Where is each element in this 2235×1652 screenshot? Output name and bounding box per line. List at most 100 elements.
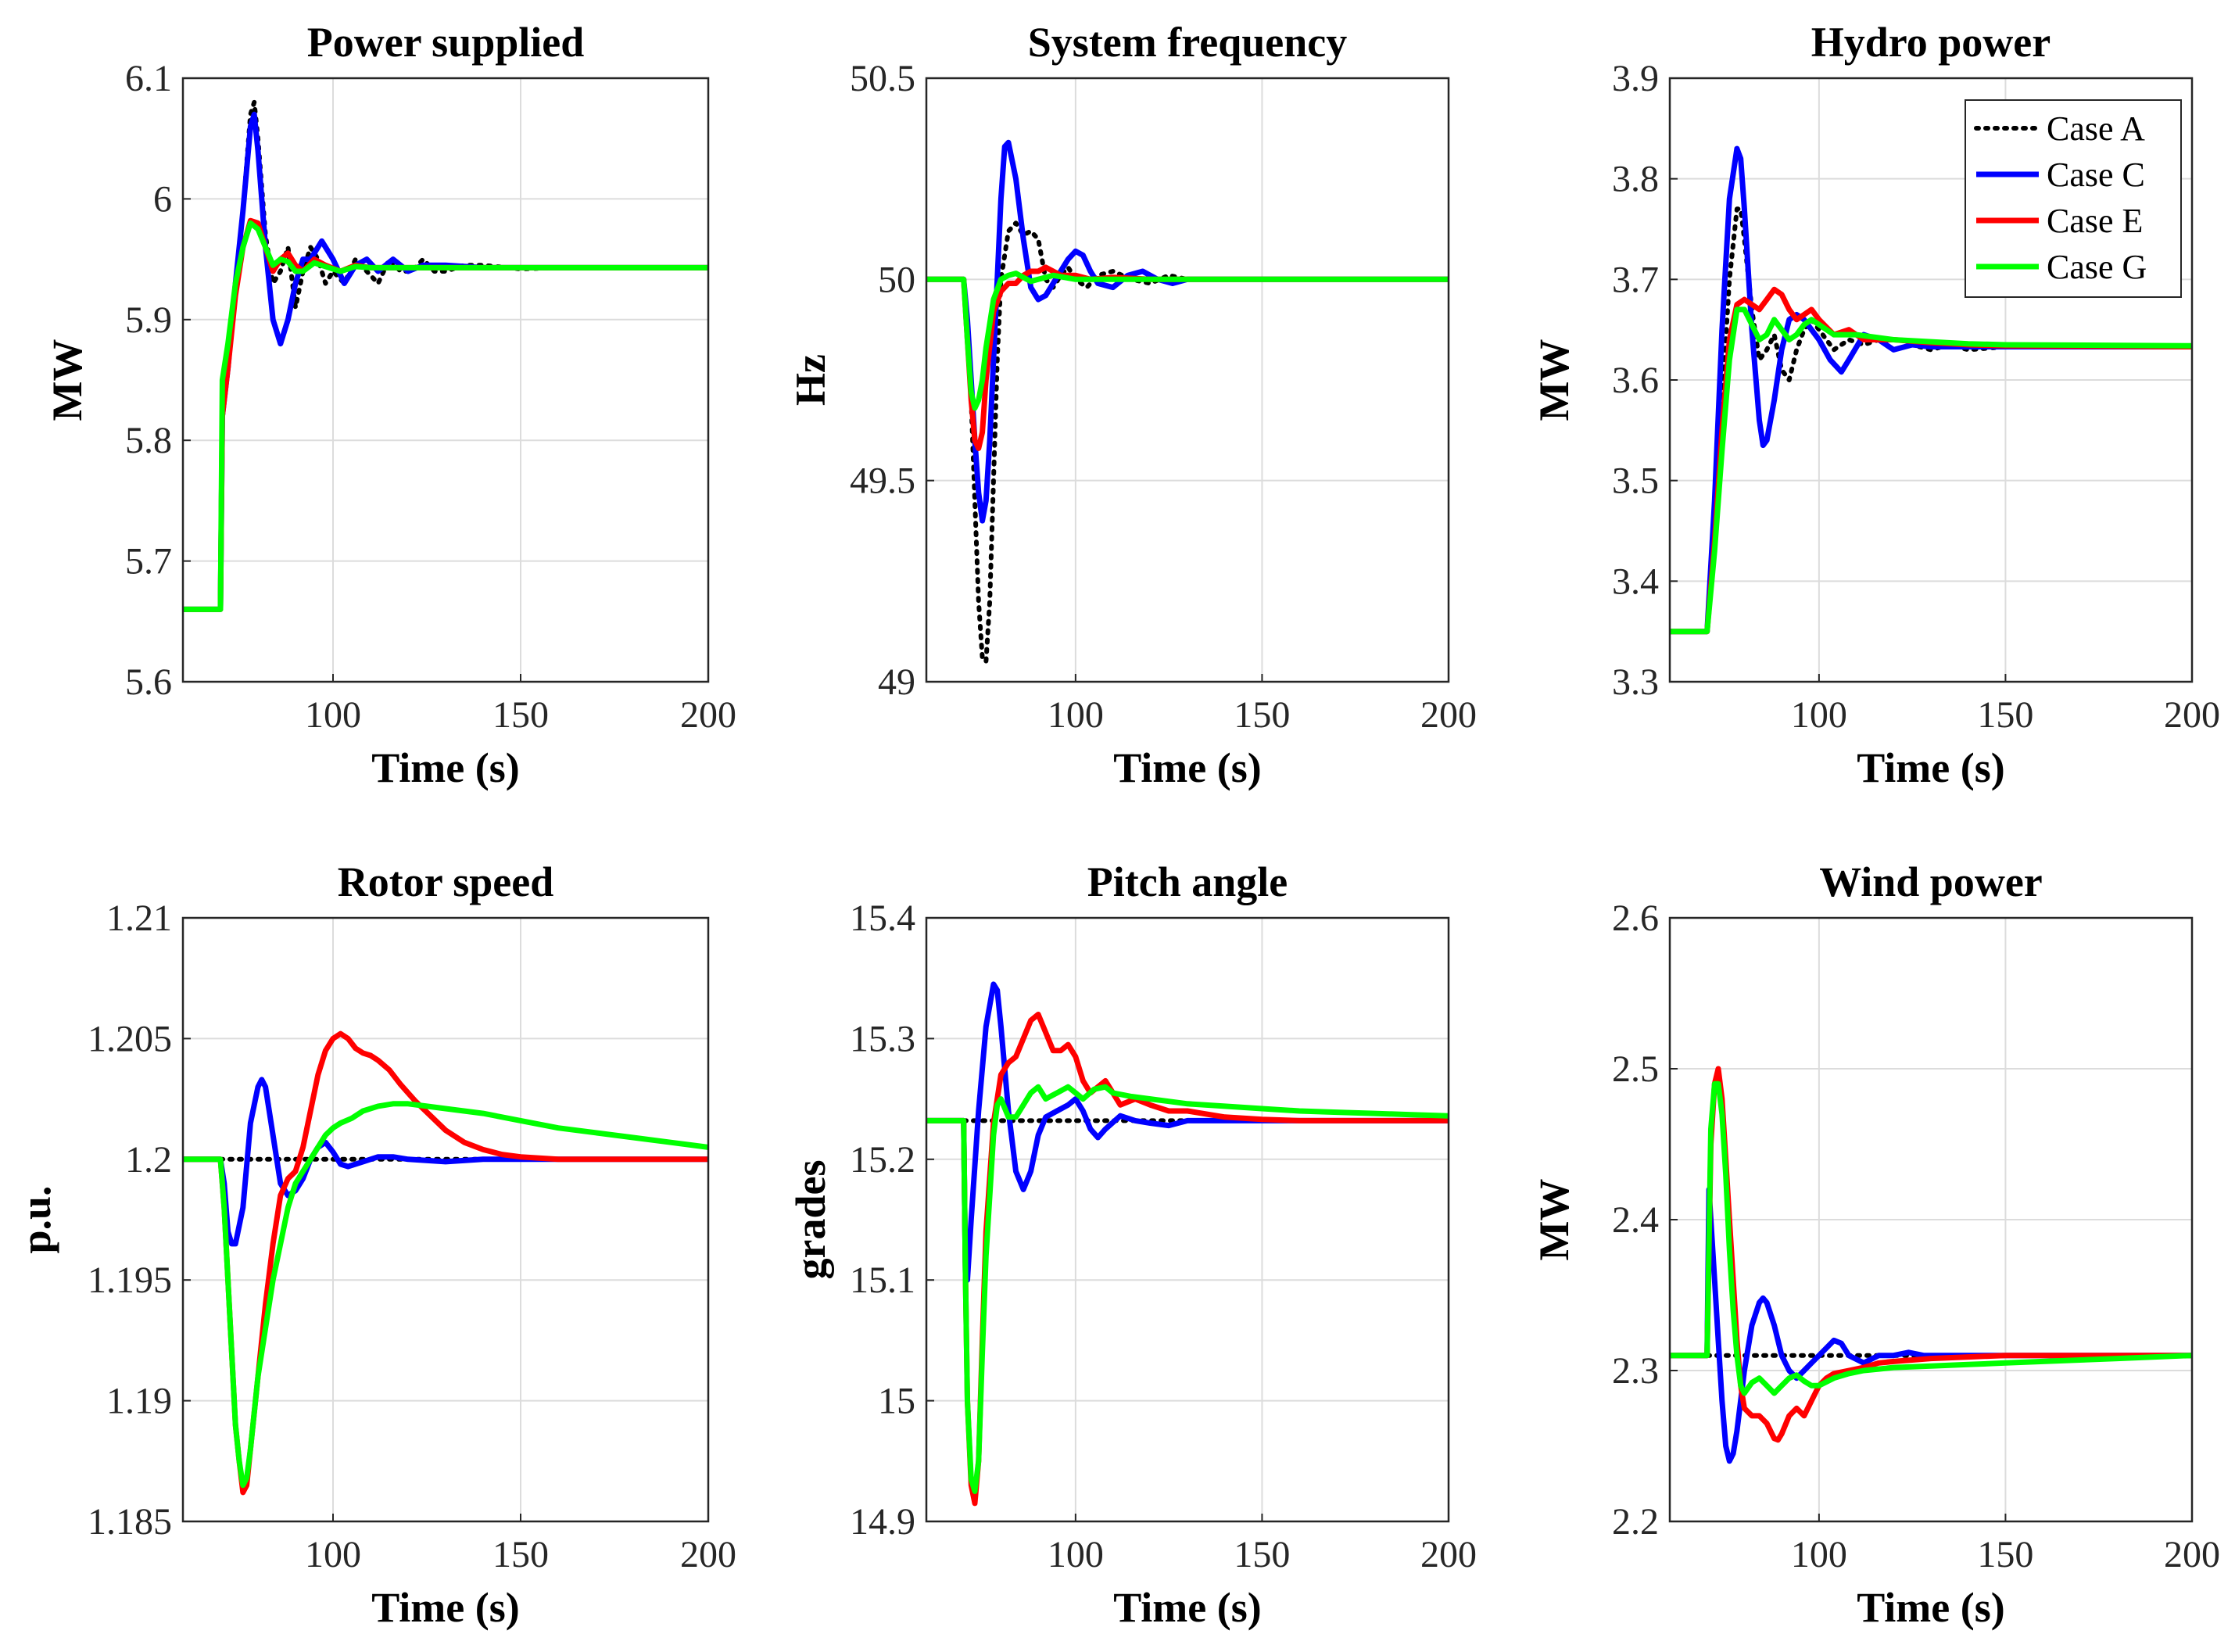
series-line-case-g — [183, 220, 708, 612]
panel-system-frequency: 100 150 200 49 49.5 50 50.5 System frequency Tim… — [787, 19, 1477, 791]
y-axis-label: MW — [44, 339, 91, 421]
x-tick-label: 200 — [2164, 1534, 2220, 1575]
y-tick-label: 3.8 — [1612, 159, 1659, 200]
y-tick-label: 1.19 — [106, 1381, 172, 1422]
x-tick-label: 150 — [1234, 1534, 1290, 1575]
series-line-case-c — [926, 139, 1449, 524]
x-tick-label: 100 — [1791, 694, 1847, 736]
chart-title: Rotor speed — [338, 858, 554, 905]
y-tick-label: 2.2 — [1612, 1501, 1659, 1543]
x-tick-label: 150 — [1234, 694, 1290, 736]
series-line-case-e — [183, 217, 708, 612]
series-line-case-c — [183, 111, 708, 612]
y-tick-label: 2.4 — [1612, 1199, 1659, 1241]
legend-label-case-e: Case E — [2047, 202, 2143, 240]
y-tick-label: 49.5 — [850, 460, 915, 502]
series-line-case-c — [926, 981, 1449, 1283]
y-tick-label: 15.1 — [850, 1260, 915, 1301]
series-line-case-e — [183, 1030, 708, 1496]
x-tick-label: 100 — [1048, 694, 1104, 736]
y-tick-label: 14.9 — [850, 1501, 915, 1543]
x-tick-label: 150 — [1977, 694, 2033, 736]
legend-label-case-a: Case A — [2047, 109, 2145, 148]
panel-wind-power: 100 150 200 2.2 2.3 2.4 2.5 2.6 Wind power Time (… — [1531, 858, 2220, 1631]
x-axis-label: Time (s) — [371, 744, 519, 791]
y-tick-label: 1.195 — [88, 1260, 172, 1301]
y-tick-label: 6.1 — [125, 58, 172, 99]
y-tick-label: 3.7 — [1612, 259, 1659, 300]
plot-frame — [925, 916, 1450, 1523]
y-tick-label: 3.6 — [1612, 360, 1659, 401]
chart-title: Power supplied — [307, 19, 585, 66]
series-line-case-c — [183, 1077, 708, 1247]
y-tick-label: 2.3 — [1612, 1350, 1659, 1392]
y-tick-label: 50.5 — [850, 58, 915, 99]
y-tick-label: 15 — [878, 1381, 915, 1422]
series-line-case-g — [926, 1084, 1449, 1494]
legend-label-case-g: Case G — [2047, 248, 2147, 286]
y-axis-label: grades — [787, 1160, 834, 1280]
x-tick-label: 100 — [305, 694, 361, 736]
x-tick-label: 200 — [2164, 694, 2220, 736]
chart-title: Wind power — [1819, 858, 2043, 905]
y-axis-label: MW — [1531, 1179, 1578, 1261]
x-tick-label: 100 — [1791, 1534, 1847, 1575]
x-axis-label: Time (s) — [1113, 1584, 1261, 1631]
y-tick-label: 15.3 — [850, 1018, 915, 1059]
y-tick-label: 2.5 — [1612, 1048, 1659, 1090]
y-axis-label: MW — [1531, 339, 1578, 421]
panel-power-supplied: 100 150 200 5.6 5.7 5.8 5.9 6 6.1 Power supplied T… — [44, 19, 736, 791]
x-axis-label: Time (s) — [371, 1584, 519, 1631]
y-tick-label: 5.9 — [125, 299, 172, 341]
series-line-case-a — [926, 220, 1449, 665]
x-tick-label: 150 — [1977, 1534, 2033, 1575]
series-line-case-g — [1670, 306, 2192, 635]
panel-rotor-speed: 100 150 200 1.185 1.19 1.195 1.2 1.205 1.21 Rotor… — [13, 858, 736, 1631]
chart-title: System frequency — [1028, 19, 1347, 66]
x-tick-label: 200 — [1420, 1534, 1477, 1575]
plot-frame — [181, 77, 710, 683]
legend-label-case-c: Case C — [2047, 156, 2145, 194]
x-axis-label: Time (s) — [1113, 744, 1261, 791]
y-tick-label: 3.3 — [1612, 661, 1659, 703]
y-tick-label: 15.2 — [850, 1139, 915, 1181]
plot-frame — [181, 916, 710, 1523]
panel-hydro-power: 100 150 200 3.3 3.4 3.5 3.6 3.7 3.8 3.9 Hydro powe… — [1531, 19, 2220, 791]
y-tick-label: 50 — [878, 259, 915, 300]
y-axis-label: p.u. — [13, 1185, 59, 1253]
y-tick-label: 5.7 — [125, 541, 172, 582]
x-tick-label: 100 — [305, 1534, 361, 1575]
series-line-case-g — [926, 271, 1449, 411]
y-tick-label: 49 — [878, 661, 915, 703]
chart-title: Hydro power — [1811, 19, 2051, 66]
panel-pitch-angle: 100 150 200 14.9 15 15.1 15.2 15.3 15.4 Pitch ang… — [787, 858, 1477, 1631]
y-tick-label: 15.4 — [850, 898, 915, 939]
series-line-case-g — [183, 1101, 708, 1489]
y-axis-label: Hz — [787, 354, 834, 406]
x-tick-label: 150 — [492, 1534, 549, 1575]
x-tick-label: 200 — [680, 1534, 736, 1575]
y-tick-label: 1.21 — [106, 898, 172, 939]
y-tick-label: 1.2 — [125, 1139, 172, 1181]
series-line-case-e — [926, 264, 1449, 451]
x-axis-label: Time (s) — [1857, 1584, 2004, 1631]
y-tick-label: 1.185 — [88, 1501, 172, 1543]
x-axis-label: Time (s) — [1857, 744, 2004, 791]
chart-title: Pitch angle — [1087, 858, 1288, 905]
x-tick-label: 200 — [680, 694, 736, 736]
y-tick-label: 3.4 — [1612, 561, 1659, 602]
x-tick-label: 200 — [1420, 694, 1477, 736]
legend: Case A Case C Case E Case G — [1965, 99, 2182, 298]
plot-frame — [1668, 916, 2194, 1523]
x-tick-label: 150 — [492, 694, 549, 736]
y-tick-label: 1.205 — [88, 1018, 172, 1059]
series-line-case-g — [1670, 1080, 2192, 1396]
y-tick-label: 5.8 — [125, 420, 172, 461]
plot-frame — [1668, 77, 2194, 683]
series-line-case-c — [1670, 1186, 2192, 1464]
x-tick-label: 100 — [1048, 1534, 1104, 1575]
y-tick-label: 5.6 — [125, 661, 172, 703]
y-tick-label: 2.6 — [1612, 898, 1659, 939]
y-tick-label: 3.9 — [1612, 58, 1659, 99]
